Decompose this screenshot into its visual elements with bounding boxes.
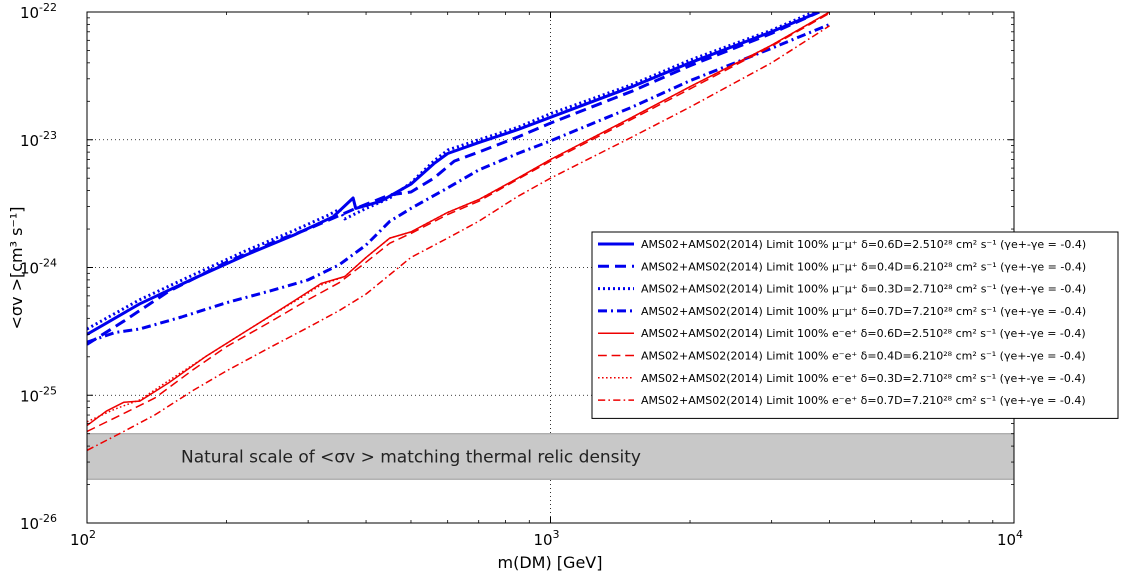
series-line-7	[87, 12, 830, 423]
legend-entry-6: AMS02+AMS02(2014) Limit 100% e⁻e⁺ δ=0.4D…	[641, 350, 1086, 363]
x-tick-label: 104	[997, 528, 1023, 549]
legend-entry-3: AMS02+AMS02(2014) Limit 100% μ⁻μ⁺ δ=0.3D…	[641, 283, 1086, 296]
legend-entry-5: AMS02+AMS02(2014) Limit 100% e⁻e⁺ δ=0.6D…	[641, 327, 1086, 340]
y-tick-label: 10-26	[20, 512, 57, 533]
thermal-relic-band	[86, 433, 1015, 480]
y-tick-label: 10-25	[20, 384, 57, 405]
legend-entry-2: AMS02+AMS02(2014) Limit 100% μ⁻μ⁺ δ=0.4D…	[641, 260, 1086, 273]
y-tick-label: 10-23	[20, 129, 57, 150]
y-axis-label: <σv >[cm³ s⁻¹]	[7, 206, 26, 329]
x-tick-label: 102	[70, 528, 96, 549]
legend-box	[591, 231, 1119, 419]
series-layer	[87, 12, 831, 452]
legend-entry-4: AMS02+AMS02(2014) Limit 100% μ⁻μ⁺ δ=0.7D…	[641, 305, 1086, 318]
series-line-6	[87, 12, 830, 433]
legend-entry-7: AMS02+AMS02(2014) Limit 100% e⁻e⁺ δ=0.3D…	[641, 372, 1086, 385]
legend-entry-1: AMS02+AMS02(2014) Limit 100% μ⁻μ⁺ δ=0.6D…	[641, 238, 1086, 251]
x-axis-label: m(DM) [GeV]	[498, 553, 603, 572]
y-tick-label: 10-22	[20, 1, 57, 22]
series-line-8	[87, 25, 831, 452]
series-line-4	[87, 23, 831, 344]
thermal-relic-band-layer: Natural scale of <σv > matching thermal …	[86, 433, 1015, 480]
legend-entry-8: AMS02+AMS02(2014) Limit 100% e⁻e⁺ δ=0.7D…	[641, 394, 1086, 407]
thermal-relic-band-label: Natural scale of <σv > matching thermal …	[181, 447, 641, 467]
legend: AMS02+AMS02(2014) Limit 100% μ⁻μ⁺ δ=0.6D…	[591, 231, 1119, 419]
series-line-2	[87, 12, 820, 346]
series-line-3	[87, 12, 815, 331]
x-tick-label: 103	[533, 528, 559, 549]
